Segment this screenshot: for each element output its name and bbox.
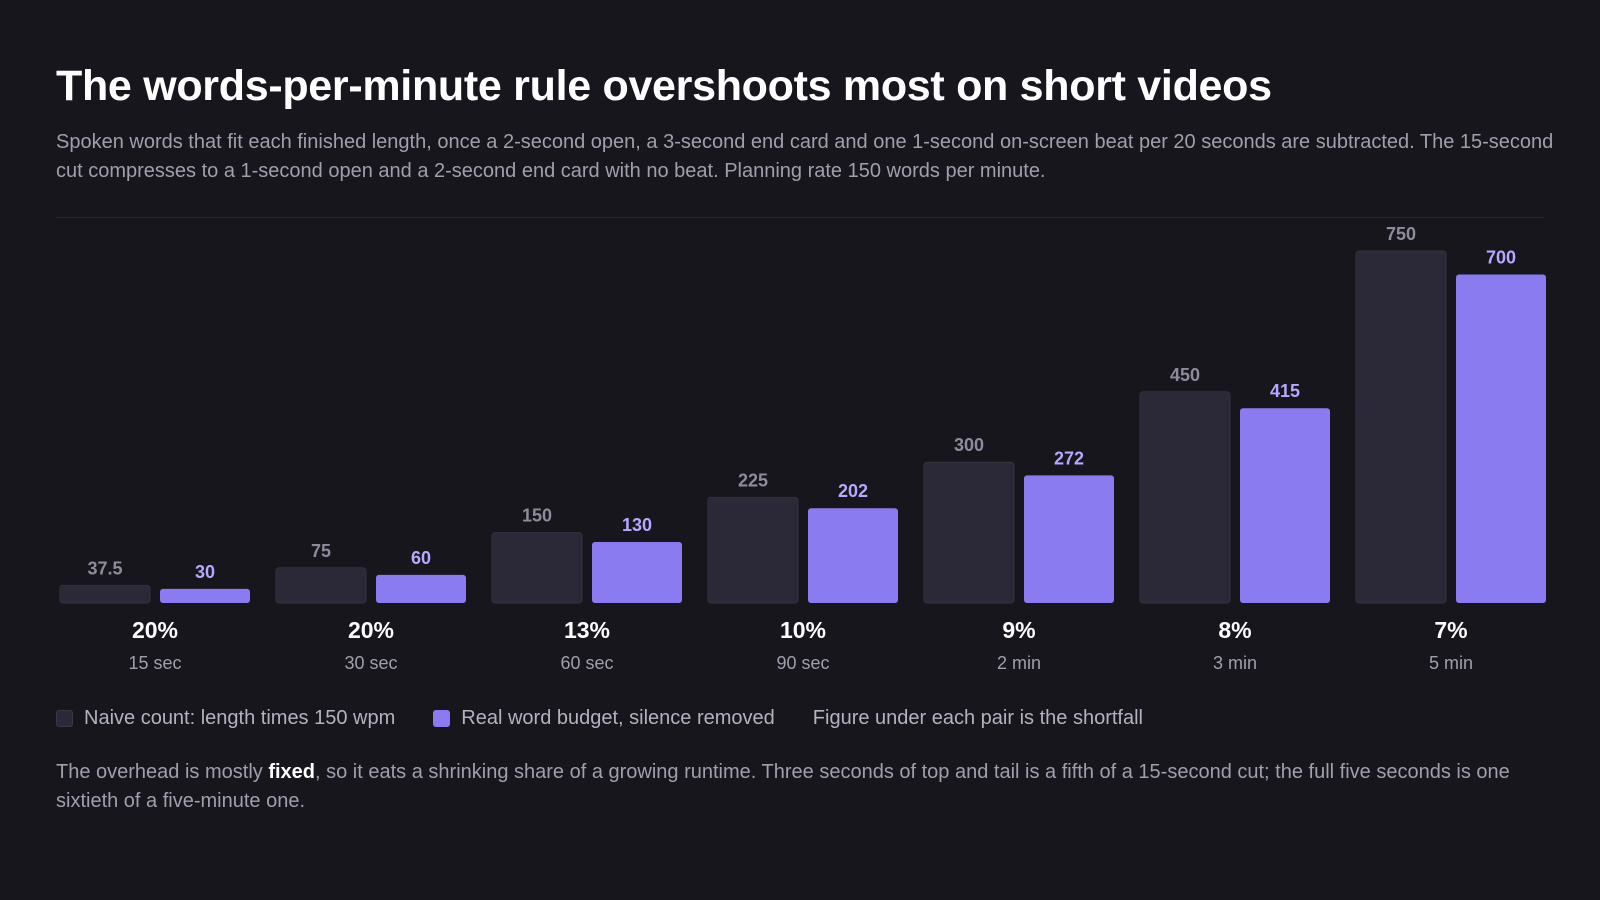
data-label-real: 30 (195, 562, 215, 582)
bar-naive (59, 584, 151, 604)
bar-real (1024, 475, 1114, 603)
chart-title: The words-per-minute rule overshoots mos… (56, 62, 1272, 110)
data-label-real: 60 (411, 548, 431, 568)
data-label-naive: 225 (738, 470, 768, 490)
x-tick-label: 30 sec (344, 653, 397, 673)
data-label-real: 130 (622, 515, 652, 535)
x-tick-label: 5 min (1429, 653, 1473, 673)
legend-swatch-naive (56, 710, 73, 727)
legend-swatch-real (433, 710, 451, 727)
footnote-text-after: , so it eats a shrinking share of a grow… (56, 761, 1510, 812)
bar-naive (275, 567, 367, 604)
data-label-naive: 150 (522, 506, 552, 526)
bar-real (592, 541, 682, 603)
bar-real (1456, 274, 1546, 603)
chart-subtitle: Spoken words that fit each finished leng… (56, 131, 1554, 182)
bar-naive (1139, 391, 1231, 604)
data-label-real: 700 (1486, 247, 1516, 267)
shortfall-label: 20% (132, 617, 178, 643)
header-divider (56, 217, 1544, 218)
chart-legend: Naive count: length times 150 wpm Real w… (56, 707, 1181, 730)
shortfall-label: 10% (780, 617, 826, 643)
bar-naive (1355, 250, 1447, 604)
data-label-real: 415 (1270, 381, 1300, 401)
data-label-naive: 37.5 (87, 558, 122, 578)
shortfall-label: 7% (1434, 617, 1467, 643)
x-tick-label: 2 min (997, 653, 1041, 673)
shortfall-label: 20% (348, 617, 394, 643)
x-tick-label: 90 sec (776, 653, 829, 673)
shortfall-label: 8% (1218, 617, 1251, 643)
chart-footnote: The overhead is mostly fixed, so it eats… (56, 758, 1556, 816)
legend-item-real: Real word budget, silence removed (433, 707, 775, 730)
x-tick-label: 15 sec (128, 653, 181, 673)
data-label-naive: 750 (1386, 224, 1416, 244)
data-label-naive: 300 (954, 435, 984, 455)
footnote-text-before: The overhead is mostly (56, 761, 269, 783)
x-tick-label: 3 min (1213, 653, 1257, 673)
x-tick-label: 60 sec (560, 653, 613, 673)
bar-real (160, 588, 250, 603)
legend-label-real: Real word budget, silence removed (461, 707, 775, 729)
legend-note-text: Figure under each pair is the shortfall (812, 707, 1143, 729)
footnote-emphasis: fixed (268, 761, 316, 783)
data-label-real: 272 (1054, 448, 1084, 468)
shortfall-label: 13% (564, 617, 610, 643)
bar-naive (923, 461, 1015, 604)
legend-note: Figure under each pair is the shortfall (813, 707, 1143, 730)
data-label-naive: 450 (1170, 365, 1200, 385)
bar-real (1240, 408, 1330, 603)
data-label-real: 202 (838, 481, 868, 501)
shortfall-label: 9% (1002, 617, 1035, 643)
bar-naive (491, 532, 583, 604)
data-label-naive: 75 (311, 541, 331, 561)
bar-naive (707, 496, 799, 604)
legend-label-naive: Naive count: length times 150 wpm (84, 707, 396, 729)
bar-real (808, 508, 898, 603)
legend-item-naive: Naive count: length times 150 wpm (56, 707, 395, 730)
bar-real (376, 574, 466, 603)
